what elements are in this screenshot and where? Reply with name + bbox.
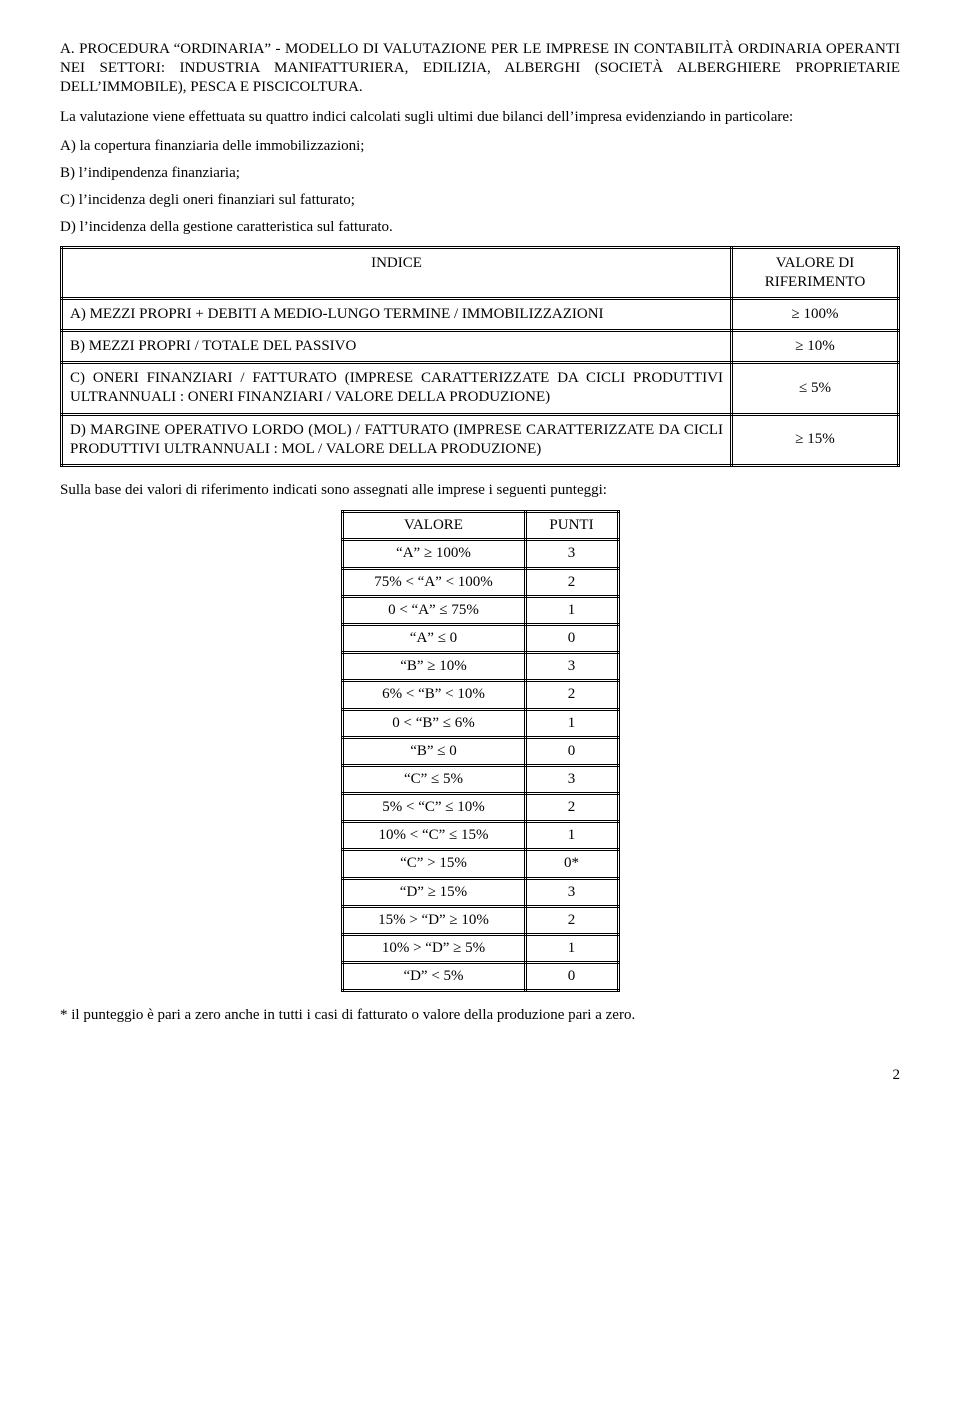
punti-cell: 0 xyxy=(525,624,618,652)
intro-paragraph: La valutazione viene effettuata su quatt… xyxy=(60,108,900,127)
criteria-item-a: A) la copertura finanziaria delle immobi… xyxy=(60,137,900,156)
valore-cell: “C” ≤ 5% xyxy=(342,765,525,793)
punti-cell: 1 xyxy=(525,596,618,624)
indice-header: INDICE xyxy=(62,247,732,298)
table-header-row: INDICE VALORE DI RIFERIMENTO xyxy=(62,247,899,298)
criteria-item-b: B) l’indipendenza finanziaria; xyxy=(60,164,900,183)
valore-cell: 6% < “B” < 10% xyxy=(342,681,525,709)
punti-cell: 1 xyxy=(525,935,618,963)
punti-cell: 3 xyxy=(525,653,618,681)
valore-cell: “B” ≤ 0 xyxy=(342,737,525,765)
punti-cell: 2 xyxy=(525,681,618,709)
table-header-row: VALORE PUNTI xyxy=(342,512,618,540)
punti-cell: 3 xyxy=(525,540,618,568)
table-row: “C” ≤ 5%3 xyxy=(342,765,618,793)
punti-cell: 0* xyxy=(525,850,618,878)
indice-desc: A) MEZZI PROPRI + DEBITI A MEDIO-LUNGO T… xyxy=(62,298,732,330)
valore-cell: “B” ≥ 10% xyxy=(342,653,525,681)
table-row: “A” ≥ 100%3 xyxy=(342,540,618,568)
criteria-item-d: D) l’incidenza della gestione caratteris… xyxy=(60,218,900,237)
valore-cell: 15% > “D” ≥ 10% xyxy=(342,906,525,934)
valore-cell: “C” > 15% xyxy=(342,850,525,878)
punti-cell: 2 xyxy=(525,794,618,822)
valore-cell: “D” ≥ 15% xyxy=(342,878,525,906)
indice-desc: D) MARGINE OPERATIVO LORDO (MOL) / FATTU… xyxy=(62,414,732,465)
table-row: “A” ≤ 00 xyxy=(342,624,618,652)
valore-cell: 10% > “D” ≥ 5% xyxy=(342,935,525,963)
valore-cell: “A” ≥ 100% xyxy=(342,540,525,568)
table-row: 10% < “C” ≤ 15%1 xyxy=(342,822,618,850)
indice-desc: C) ONERI FINANZIARI / FATTURATO (IMPRESE… xyxy=(62,363,732,414)
criteria-item-c: C) l’incidenza degli oneri finanziari su… xyxy=(60,191,900,210)
table-row: B) MEZZI PROPRI / TOTALE DEL PASSIVO ≥ 1… xyxy=(62,331,899,363)
table-row: “D” < 5%0 xyxy=(342,963,618,991)
valore-cell: 0 < “B” ≤ 6% xyxy=(342,709,525,737)
punti-cell: 3 xyxy=(525,878,618,906)
valore-cell: 5% < “C” ≤ 10% xyxy=(342,794,525,822)
punti-cell: 1 xyxy=(525,822,618,850)
valore-cell: 0 < “A” ≤ 75% xyxy=(342,596,525,624)
indice-table: INDICE VALORE DI RIFERIMENTO A) MEZZI PR… xyxy=(60,246,900,468)
table-row: 75% < “A” < 100%2 xyxy=(342,568,618,596)
table-row: “C” > 15%0* xyxy=(342,850,618,878)
punteggi-table: VALORE PUNTI “A” ≥ 100%3 75% < “A” < 100… xyxy=(341,510,620,992)
table-row: 6% < “B” < 10%2 xyxy=(342,681,618,709)
table-row: A) MEZZI PROPRI + DEBITI A MEDIO-LUNGO T… xyxy=(62,298,899,330)
punti-header: PUNTI xyxy=(525,512,618,540)
after-table-text: Sulla base dei valori di riferimento ind… xyxy=(60,481,900,500)
table-row: 0 < “B” ≤ 6%1 xyxy=(342,709,618,737)
indice-ref: ≤ 5% xyxy=(732,363,899,414)
table-row: D) MARGINE OPERATIVO LORDO (MOL) / FATTU… xyxy=(62,414,899,465)
indice-ref: ≥ 15% xyxy=(732,414,899,465)
indice-desc: B) MEZZI PROPRI / TOTALE DEL PASSIVO xyxy=(62,331,732,363)
table-row: 10% > “D” ≥ 5%1 xyxy=(342,935,618,963)
valore-cell: “D” < 5% xyxy=(342,963,525,991)
table-row: 5% < “C” ≤ 10%2 xyxy=(342,794,618,822)
punti-cell: 1 xyxy=(525,709,618,737)
punti-cell: 0 xyxy=(525,963,618,991)
table-row: 0 < “A” ≤ 75%1 xyxy=(342,596,618,624)
page-number: 2 xyxy=(60,1066,900,1085)
punti-cell: 0 xyxy=(525,737,618,765)
punti-cell: 2 xyxy=(525,568,618,596)
section-heading: A. PROCEDURA “ORDINARIA” - MODELLO DI VA… xyxy=(60,40,900,98)
footnote-text: * il punteggio è pari a zero anche in tu… xyxy=(60,1006,900,1025)
indice-ref: ≥ 10% xyxy=(732,331,899,363)
indice-ref: ≥ 100% xyxy=(732,298,899,330)
punti-cell: 2 xyxy=(525,906,618,934)
valore-cell: 75% < “A” < 100% xyxy=(342,568,525,596)
valore-cell: “A” ≤ 0 xyxy=(342,624,525,652)
table-row: 15% > “D” ≥ 10%2 xyxy=(342,906,618,934)
table-row: “B” ≤ 00 xyxy=(342,737,618,765)
valore-header: VALORE xyxy=(342,512,525,540)
table-row: C) ONERI FINANZIARI / FATTURATO (IMPRESE… xyxy=(62,363,899,414)
table-row: “D” ≥ 15%3 xyxy=(342,878,618,906)
punti-cell: 3 xyxy=(525,765,618,793)
riferimento-header: VALORE DI RIFERIMENTO xyxy=(732,247,899,298)
table-row: “B” ≥ 10%3 xyxy=(342,653,618,681)
valore-cell: 10% < “C” ≤ 15% xyxy=(342,822,525,850)
